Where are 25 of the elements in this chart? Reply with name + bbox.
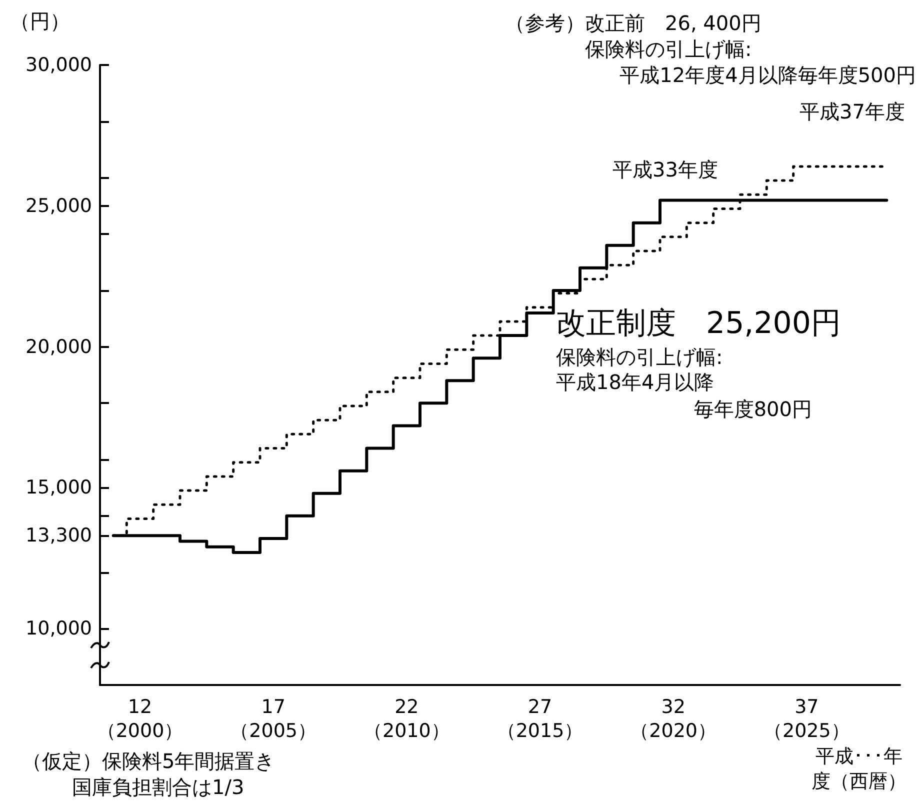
x-tick-label: 32 （2020）	[630, 696, 717, 742]
y-tick-label: 13,300	[26, 524, 92, 547]
y-tick-label: 30,000	[26, 54, 92, 76]
text: （仮定）保険料5年間据置き	[22, 749, 275, 773]
y-tick-label: 20,000	[26, 336, 92, 358]
x-tick-label: 37 （2025）	[763, 696, 850, 742]
annotation: 平成12年度4月以降毎年度500円	[620, 63, 916, 87]
x-tick-label: 17 （2005）	[230, 696, 317, 742]
y-tick-label: 10,000	[26, 618, 92, 640]
x-tick-label: 22 （2010）	[363, 696, 450, 742]
text: （参考）改正前 26, 400円	[505, 11, 762, 35]
y-tick-label: 25,000	[26, 194, 92, 217]
y-tick-label: 15,000	[26, 476, 92, 499]
x-axis-title: 平成･･･年度（西暦）	[812, 746, 906, 792]
annotation: 保険料の引上げ幅:	[556, 345, 723, 369]
annotation: 平成18年4月以降	[556, 370, 714, 394]
x-tick-label: 27 （2015）	[496, 696, 584, 742]
text: 国庫負担割合は1/3	[72, 775, 244, 799]
annotation: 平成37年度	[800, 99, 905, 124]
text: 保険料の引上げ幅:	[585, 37, 752, 61]
x-tick-label: 12 （2000）	[96, 696, 184, 742]
annotation: 改正制度 25,200円	[556, 306, 841, 341]
annotation: 平成33年度	[612, 157, 718, 182]
annotation: 毎年度800円	[694, 397, 812, 421]
y-axis-title: （円）	[10, 9, 70, 33]
